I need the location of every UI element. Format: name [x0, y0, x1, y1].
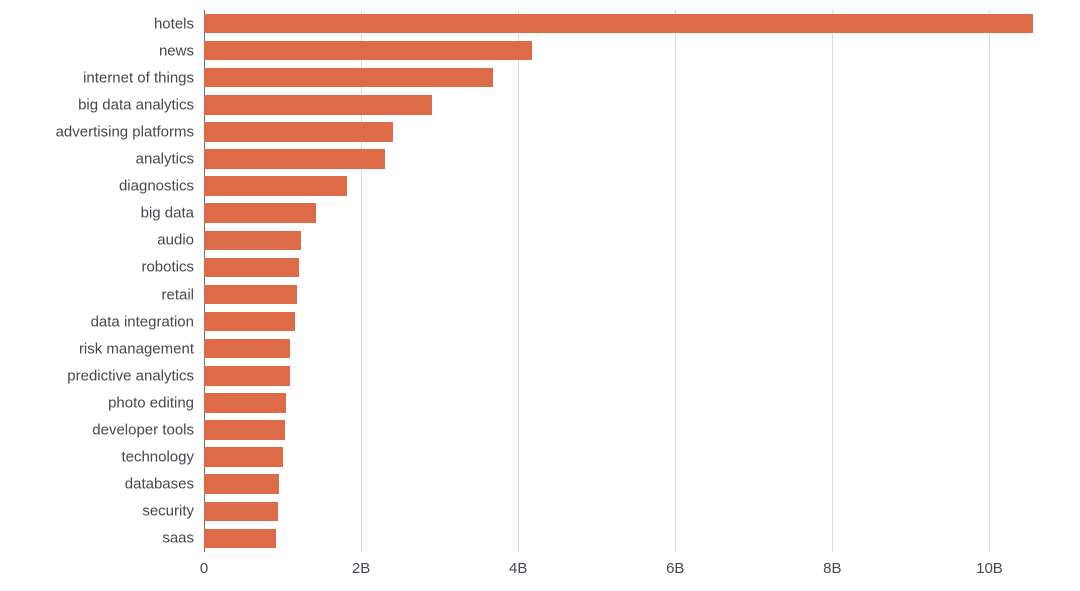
y-tick-label: photo editing — [0, 394, 194, 411]
bar — [204, 258, 299, 278]
y-tick-label: robotics — [0, 259, 194, 276]
y-tick-label: risk management — [0, 340, 194, 357]
y-tick-label: diagnostics — [0, 178, 194, 195]
y-tick-label: predictive analytics — [0, 367, 194, 384]
bar — [204, 474, 279, 494]
y-tick-label: hotels — [0, 15, 194, 32]
y-tick-label: developer tools — [0, 422, 194, 439]
bar — [204, 122, 393, 142]
gridline — [361, 10, 362, 552]
bar — [204, 502, 278, 522]
plot-area — [204, 10, 1068, 552]
chart-container: 0 2B 4B 6B 8B 10B hotels news internet of things… — [0, 0, 1080, 591]
gridline — [675, 10, 676, 552]
y-tick-label: big data — [0, 205, 194, 222]
bar — [204, 447, 283, 467]
y-tick-label: audio — [0, 232, 194, 249]
bar — [204, 366, 290, 386]
y-tick-label: retail — [0, 286, 194, 303]
y-tick-label: saas — [0, 530, 194, 547]
y-tick-label: big data analytics — [0, 96, 194, 113]
bar — [204, 14, 1033, 34]
bar — [204, 339, 290, 359]
bar — [204, 41, 532, 61]
x-tick-label: 2B — [352, 560, 370, 577]
bar — [204, 95, 432, 115]
gridline — [832, 10, 833, 552]
x-tick-label: 6B — [666, 560, 684, 577]
x-tick-label: 8B — [823, 560, 841, 577]
bar — [204, 312, 295, 332]
y-tick-label: databases — [0, 476, 194, 493]
y-tick-label: news — [0, 42, 194, 59]
gridline — [989, 10, 990, 552]
bar — [204, 149, 385, 169]
y-tick-label: analytics — [0, 151, 194, 168]
x-tick-label: 10B — [976, 560, 1003, 577]
y-tick-label: technology — [0, 449, 194, 466]
y-tick-label: security — [0, 503, 194, 520]
bar — [204, 176, 347, 196]
bar — [204, 285, 297, 305]
bar — [204, 231, 301, 251]
bar — [204, 393, 286, 413]
bar — [204, 420, 285, 440]
y-tick-label: data integration — [0, 313, 194, 330]
gridline — [204, 10, 205, 552]
x-tick-label: 0 — [200, 560, 208, 577]
y-tick-label: advertising platforms — [0, 123, 194, 140]
gridline — [518, 10, 519, 552]
x-tick-label: 4B — [509, 560, 527, 577]
bar — [204, 203, 316, 223]
bar — [204, 68, 493, 88]
y-tick-label: internet of things — [0, 69, 194, 86]
bar — [204, 529, 276, 549]
